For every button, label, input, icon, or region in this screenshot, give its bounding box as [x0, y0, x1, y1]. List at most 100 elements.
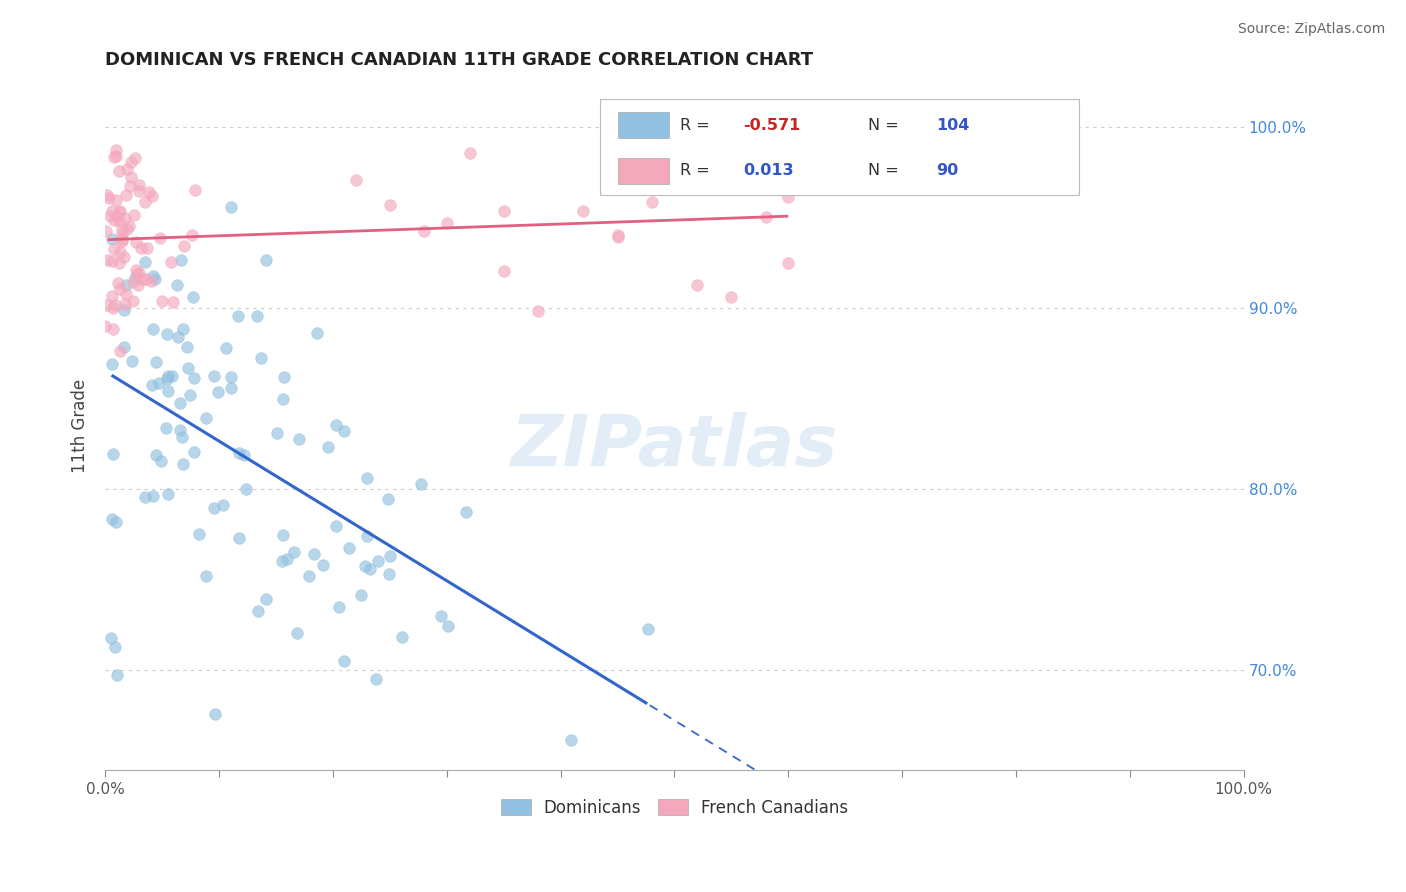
Point — [94, 318, 117, 333]
Point — [128, 267, 150, 281]
Point — [778, 190, 800, 204]
Point — [156, 372, 179, 386]
Point — [173, 238, 195, 252]
Point — [96, 252, 118, 267]
Point — [134, 490, 156, 504]
Point — [181, 290, 204, 304]
Point — [188, 527, 211, 541]
Point — [378, 549, 401, 563]
Point — [273, 369, 295, 384]
Point — [128, 178, 150, 192]
Text: N =: N = — [868, 118, 904, 133]
Point — [122, 293, 145, 308]
Text: N =: N = — [868, 163, 904, 178]
Point — [115, 188, 138, 202]
Point — [247, 604, 270, 618]
Point — [125, 235, 148, 250]
Point — [312, 558, 335, 572]
Point — [302, 547, 325, 561]
Point — [115, 222, 138, 236]
Point — [287, 432, 309, 446]
Point — [111, 222, 134, 236]
Point — [104, 149, 127, 163]
Text: 104: 104 — [936, 118, 970, 133]
Point — [100, 204, 122, 219]
Point — [101, 447, 124, 461]
Point — [101, 254, 124, 268]
Point — [226, 309, 249, 323]
Point — [458, 146, 481, 161]
Point — [454, 505, 477, 519]
Point — [101, 232, 124, 246]
Point — [145, 355, 167, 369]
Point — [105, 144, 128, 158]
Point — [98, 209, 121, 223]
Point — [235, 482, 257, 496]
Point — [104, 297, 127, 311]
Point — [96, 187, 118, 202]
Point — [160, 368, 183, 383]
Point — [183, 370, 205, 384]
Point — [337, 541, 360, 556]
Point — [101, 322, 124, 336]
Text: ZIPatlas: ZIPatlas — [510, 412, 838, 481]
Point — [103, 301, 125, 315]
Point — [211, 498, 233, 512]
Point — [254, 592, 277, 607]
Point — [686, 277, 709, 292]
Point — [111, 227, 134, 242]
Point — [169, 396, 191, 410]
Point — [215, 342, 238, 356]
Point — [108, 163, 131, 178]
Point — [110, 245, 132, 260]
Point — [169, 252, 191, 267]
Point — [114, 296, 136, 310]
Point — [115, 161, 138, 176]
Point — [298, 568, 321, 582]
Point — [172, 322, 194, 336]
Point — [720, 290, 742, 304]
Point — [204, 706, 226, 721]
Point — [103, 212, 125, 227]
Point — [328, 600, 350, 615]
Text: R =: R = — [681, 163, 716, 178]
Point — [101, 511, 124, 525]
Point — [115, 278, 138, 293]
Point — [172, 457, 194, 471]
Point — [108, 203, 131, 218]
Point — [492, 203, 515, 218]
Point — [436, 216, 458, 230]
Point — [664, 140, 686, 154]
Point — [194, 568, 217, 582]
Point — [108, 204, 131, 219]
Point — [233, 448, 256, 462]
Point — [332, 654, 354, 668]
Point — [560, 733, 582, 747]
Point — [136, 241, 159, 255]
Point — [176, 340, 198, 354]
Point — [378, 567, 401, 582]
Point — [271, 392, 294, 406]
Point — [105, 668, 128, 682]
Point — [108, 214, 131, 228]
FancyBboxPatch shape — [617, 112, 669, 138]
Point — [219, 200, 242, 214]
Point — [641, 133, 664, 147]
Point — [127, 277, 149, 292]
Point — [125, 263, 148, 277]
Point — [316, 440, 339, 454]
Point — [104, 515, 127, 529]
Text: DOMINICAN VS FRENCH CANADIAN 11TH GRADE CORRELATION CHART: DOMINICAN VS FRENCH CANADIAN 11TH GRADE … — [105, 51, 813, 69]
Point — [367, 554, 389, 568]
Point — [183, 445, 205, 459]
Point — [160, 254, 183, 268]
Point — [637, 622, 659, 636]
Point — [114, 287, 136, 301]
Point — [179, 388, 201, 402]
Point — [112, 302, 135, 317]
Point — [103, 242, 125, 256]
Point — [266, 426, 288, 441]
Point — [378, 198, 401, 212]
Point — [150, 294, 173, 309]
Point — [166, 330, 188, 344]
